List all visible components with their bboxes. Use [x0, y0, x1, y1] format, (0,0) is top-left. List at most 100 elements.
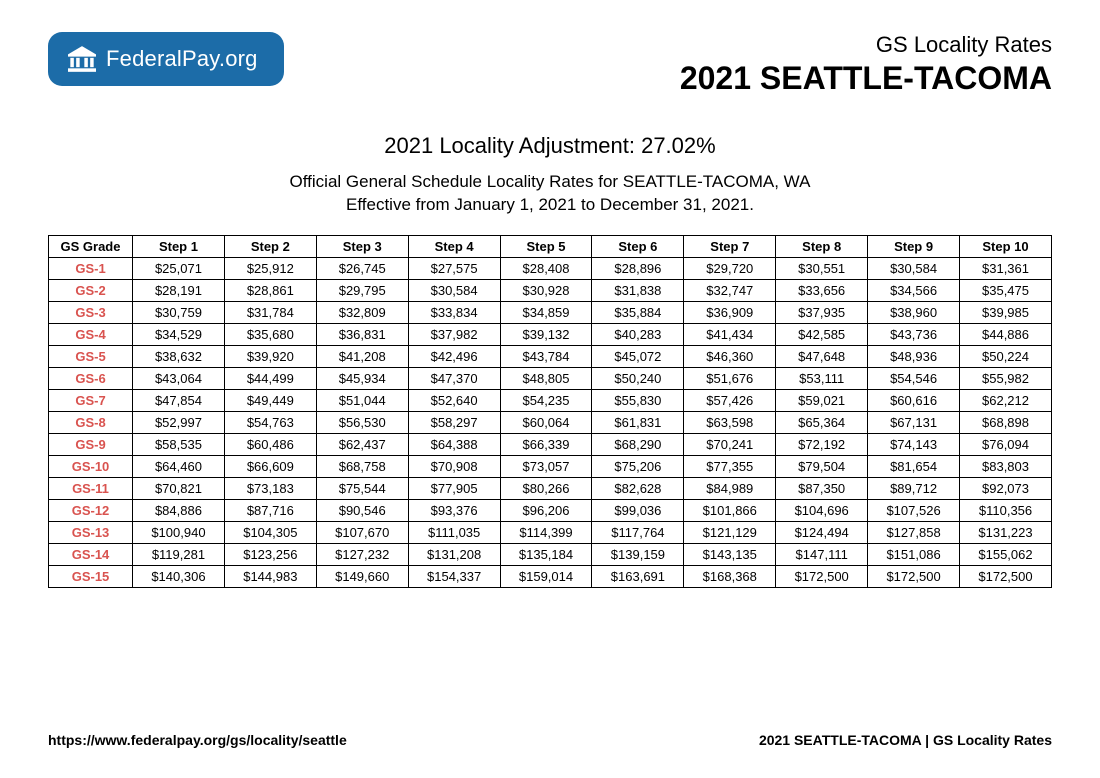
grade-link[interactable]: GS-8	[75, 415, 105, 430]
col-step-9: Step 9	[868, 235, 960, 257]
pay-cell: $42,585	[776, 323, 868, 345]
pay-cell: $82,628	[592, 477, 684, 499]
grade-link[interactable]: GS-14	[72, 547, 110, 562]
pay-cell: $49,449	[224, 389, 316, 411]
pay-cell: $107,670	[316, 521, 408, 543]
footer-url[interactable]: https://www.federalpay.org/gs/locality/s…	[48, 732, 347, 748]
pay-cell: $70,908	[408, 455, 500, 477]
pay-cell: $48,936	[868, 345, 960, 367]
pay-cell: $68,758	[316, 455, 408, 477]
pay-cell: $29,720	[684, 257, 776, 279]
pay-cell: $34,529	[133, 323, 225, 345]
pay-cell: $52,997	[133, 411, 225, 433]
pay-cell: $38,960	[868, 301, 960, 323]
pay-cell: $63,598	[684, 411, 776, 433]
grade-link[interactable]: GS-9	[75, 437, 105, 452]
pay-cell: $96,206	[500, 499, 592, 521]
desc-line-1: Official General Schedule Locality Rates…	[48, 171, 1052, 194]
pay-cell: $43,064	[133, 367, 225, 389]
grade-link[interactable]: GS-4	[75, 327, 105, 342]
pay-cell: $89,712	[868, 477, 960, 499]
table-row: GS-5$38,632$39,920$41,208$42,496$43,784$…	[49, 345, 1052, 367]
pay-cell: $43,736	[868, 323, 960, 345]
table-row: GS-15$140,306$144,983$149,660$154,337$15…	[49, 565, 1052, 587]
pay-cell: $139,159	[592, 543, 684, 565]
pay-cell: $34,859	[500, 301, 592, 323]
grade-link[interactable]: GS-1	[75, 261, 105, 276]
grade-cell: GS-3	[49, 301, 133, 323]
pay-cell: $172,500	[868, 565, 960, 587]
grade-link[interactable]: GS-3	[75, 305, 105, 320]
pay-cell: $168,368	[684, 565, 776, 587]
pay-cell: $84,989	[684, 477, 776, 499]
pay-cell: $53,111	[776, 367, 868, 389]
pay-cell: $119,281	[133, 543, 225, 565]
pay-cell: $83,803	[960, 455, 1052, 477]
pay-cell: $124,494	[776, 521, 868, 543]
pay-cell: $34,566	[868, 279, 960, 301]
grade-link[interactable]: GS-6	[75, 371, 105, 386]
grade-link[interactable]: GS-11	[72, 481, 109, 496]
pay-cell: $64,388	[408, 433, 500, 455]
table-row: GS-12$84,886$87,716$90,546$93,376$96,206…	[49, 499, 1052, 521]
pay-cell: $99,036	[592, 499, 684, 521]
col-step-2: Step 2	[224, 235, 316, 257]
pay-cell: $56,530	[316, 411, 408, 433]
grade-cell: GS-2	[49, 279, 133, 301]
pay-cell: $144,983	[224, 565, 316, 587]
desc-line-2: Effective from January 1, 2021 to Decemb…	[48, 194, 1052, 217]
pay-cell: $39,920	[224, 345, 316, 367]
grade-cell: GS-13	[49, 521, 133, 543]
pay-cell: $140,306	[133, 565, 225, 587]
pay-cell: $117,764	[592, 521, 684, 543]
pay-cell: $45,072	[592, 345, 684, 367]
pay-cell: $57,426	[684, 389, 776, 411]
pay-cell: $90,546	[316, 499, 408, 521]
grade-cell: GS-8	[49, 411, 133, 433]
grade-link[interactable]: GS-2	[75, 283, 105, 298]
grade-link[interactable]: GS-13	[72, 525, 110, 540]
col-step-6: Step 6	[592, 235, 684, 257]
pay-cell: $36,909	[684, 301, 776, 323]
grade-link[interactable]: GS-10	[72, 459, 110, 474]
pay-cell: $60,064	[500, 411, 592, 433]
pay-cell: $61,831	[592, 411, 684, 433]
pay-cell: $30,928	[500, 279, 592, 301]
pay-cell: $154,337	[408, 565, 500, 587]
pay-cell: $147,111	[776, 543, 868, 565]
col-step-7: Step 7	[684, 235, 776, 257]
pay-cell: $60,486	[224, 433, 316, 455]
grade-link[interactable]: GS-5	[75, 349, 105, 364]
pay-cell: $92,073	[960, 477, 1052, 499]
pay-cell: $155,062	[960, 543, 1052, 565]
pay-cell: $55,830	[592, 389, 684, 411]
pay-cell: $127,232	[316, 543, 408, 565]
pay-cell: $75,544	[316, 477, 408, 499]
pay-cell: $68,898	[960, 411, 1052, 433]
pay-cell: $80,266	[500, 477, 592, 499]
grade-cell: GS-7	[49, 389, 133, 411]
table-row: GS-14$119,281$123,256$127,232$131,208$13…	[49, 543, 1052, 565]
pay-cell: $66,339	[500, 433, 592, 455]
logo-text: FederalPay.org	[106, 46, 258, 72]
grade-link[interactable]: GS-12	[72, 503, 110, 518]
grade-link[interactable]: GS-7	[75, 393, 105, 408]
site-logo-badge[interactable]: FederalPay.org	[48, 32, 284, 86]
pay-cell: $47,854	[133, 389, 225, 411]
pay-cell: $87,716	[224, 499, 316, 521]
grade-cell: GS-15	[49, 565, 133, 587]
pay-cell: $59,021	[776, 389, 868, 411]
pay-cell: $50,224	[960, 345, 1052, 367]
pay-cell: $68,290	[592, 433, 684, 455]
grade-cell: GS-4	[49, 323, 133, 345]
pay-cell: $32,747	[684, 279, 776, 301]
pay-cell: $38,632	[133, 345, 225, 367]
pay-cell: $104,696	[776, 499, 868, 521]
pay-cell: $66,609	[224, 455, 316, 477]
pay-cell: $51,676	[684, 367, 776, 389]
pay-cell: $54,546	[868, 367, 960, 389]
bank-icon	[68, 46, 96, 72]
pay-cell: $143,135	[684, 543, 776, 565]
grade-link[interactable]: GS-15	[72, 569, 110, 584]
table-row: GS-4$34,529$35,680$36,831$37,982$39,132$…	[49, 323, 1052, 345]
